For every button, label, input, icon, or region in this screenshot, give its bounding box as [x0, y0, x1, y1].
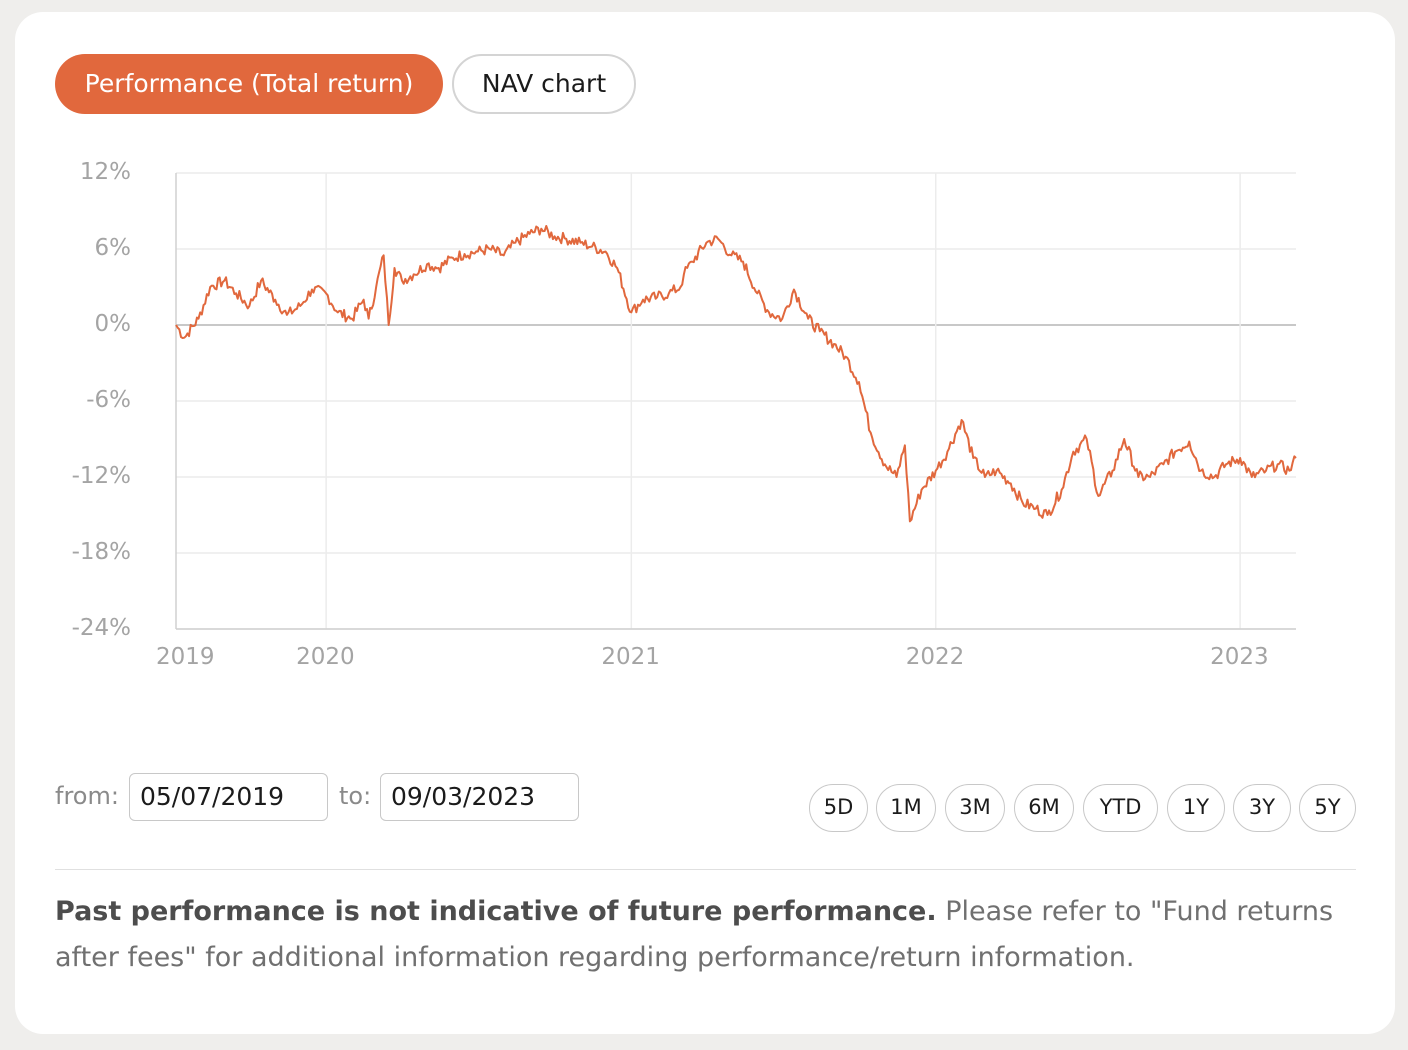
y-tick-label: 6% [94, 235, 132, 261]
tab-performance-total-return[interactable]: Performance (Total return) [55, 54, 443, 114]
from-label: from: [55, 782, 119, 810]
performance-series-line [175, 224, 1297, 523]
range-button-1m[interactable]: 1M [876, 784, 936, 832]
to-label: to: [339, 782, 372, 810]
range-button-1y[interactable]: 1Y [1167, 784, 1225, 832]
range-button-6m[interactable]: 6M [1014, 784, 1074, 832]
range-button-3m[interactable]: 3M [945, 784, 1005, 832]
chart-gridlines [176, 172, 1296, 630]
chart-axes [175, 173, 1296, 630]
y-tick-label: -6% [86, 387, 131, 413]
y-tick-label: -12% [71, 463, 131, 489]
performance-disclaimer: Past performance is not indicative of fu… [55, 889, 1345, 981]
y-tick-label: 0% [94, 311, 132, 337]
disclaimer-bold: Past performance is not indicative of fu… [55, 896, 937, 927]
x-tick-label: 2020 [296, 644, 355, 670]
range-button-3y[interactable]: 3Y [1233, 784, 1291, 832]
x-tick-label: 2022 [905, 644, 965, 670]
tab-nav-chart[interactable]: NAV chart [452, 54, 636, 114]
range-button-ytd[interactable]: YTD [1083, 784, 1158, 832]
chart-series [175, 224, 1297, 523]
performance-line-chart [175, 172, 1297, 630]
divider [55, 869, 1356, 870]
range-button-5y[interactable]: 5Y [1299, 784, 1356, 832]
performance-card: Performance (Total return) NAV chart 12%… [15, 12, 1395, 1034]
x-tick-label: 2023 [1210, 644, 1269, 670]
y-tick-label: -18% [71, 539, 131, 565]
disclaimer-text: Please refer to "Fund returns after fees… [55, 896, 1334, 973]
range-button-5d[interactable]: 5D [809, 784, 868, 832]
y-tick-label: -24% [71, 615, 131, 641]
from-date-input[interactable]: 05/07/2019 [129, 773, 328, 821]
to-date-input[interactable]: 09/03/2023 [380, 773, 579, 821]
y-tick-label: 12% [79, 159, 131, 185]
x-tick-label: 2019 [156, 644, 215, 670]
x-tick-label: 2021 [601, 644, 660, 670]
